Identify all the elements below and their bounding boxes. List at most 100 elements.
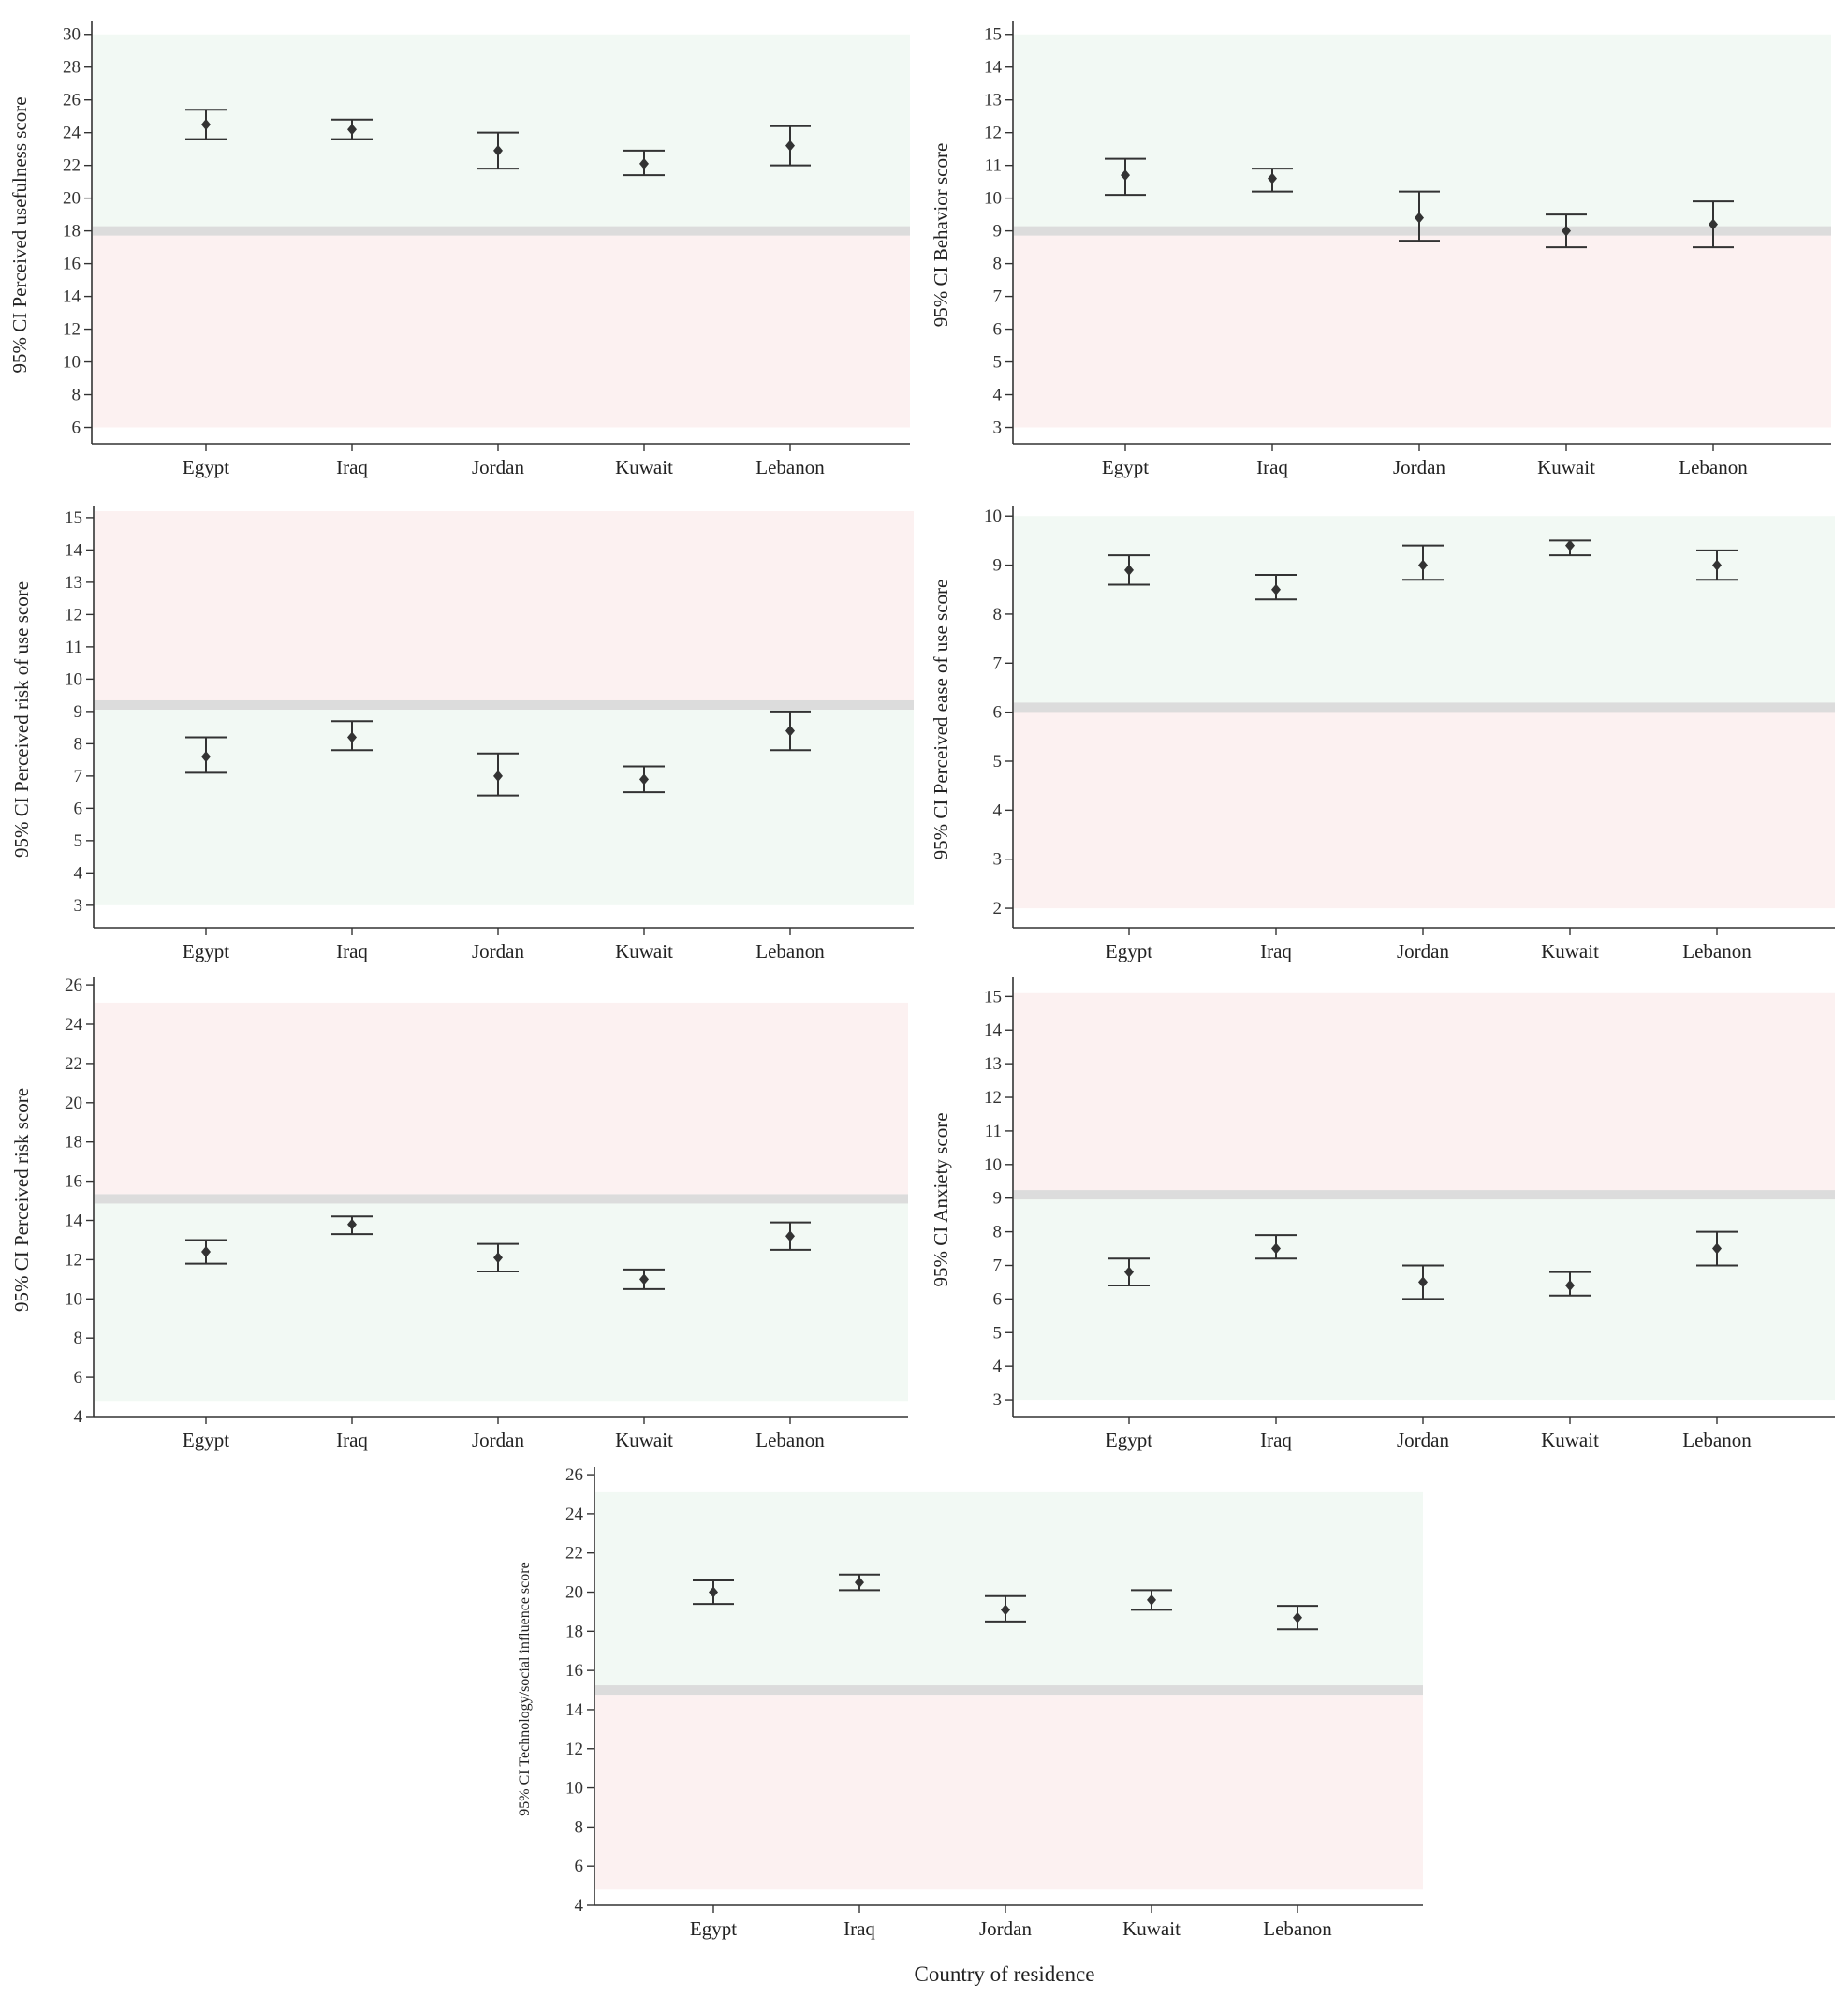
x-tick-label: Lebanon — [1682, 1429, 1752, 1451]
threshold-band — [1014, 226, 1831, 236]
threshold-band — [95, 699, 914, 710]
y-tick-label: 10 — [984, 1155, 1002, 1175]
mean-marker-kuwait — [639, 157, 649, 169]
y-tick-label: 26 — [565, 1465, 583, 1485]
y-tick-label: 22 — [65, 1054, 82, 1074]
y-tick-label: 4 — [74, 1407, 83, 1427]
y-axis-title: 95% CI Perceived ease of use score — [930, 580, 952, 860]
threshold-band — [1014, 1190, 1835, 1200]
mean-marker-jordan — [1418, 1276, 1428, 1288]
mean-marker-kuwait — [1565, 1280, 1575, 1292]
y-tick-label: 20 — [65, 1094, 82, 1113]
mean-marker-jordan — [1001, 1604, 1010, 1616]
mean-marker-egypt — [201, 751, 211, 763]
x-tick-label: Iraq — [1260, 1429, 1292, 1451]
y-tick-label: 6 — [74, 1368, 83, 1388]
x-tick-label: Lebanon — [1679, 456, 1748, 478]
y-tick-label: 14 — [65, 540, 83, 560]
mean-marker-kuwait — [639, 1273, 649, 1285]
y-tick-label: 5 — [74, 831, 83, 851]
x-tick-label: Kuwait — [615, 940, 673, 962]
chart-panel-6: 3 4 5 6 7 8 9 10 11 12 13 14 15 95% CI Anxiety score E… — [930, 977, 1835, 1451]
y-tick-label: 22 — [63, 156, 81, 176]
y-tick-label: 12 — [65, 1250, 82, 1270]
chart-panel-4: 2 3 4 5 6 7 8 9 10 95% CI Perceived ease of use s… — [930, 506, 1835, 962]
y-tick-label: 10 — [984, 507, 1002, 526]
y-tick-label: 12 — [984, 1088, 1002, 1108]
mean-marker-kuwait — [1147, 1594, 1156, 1606]
chart-panel-3: 3 4 5 6 7 8 9 10 11 12 13 14 15 95% CI Perceived risk… — [10, 506, 914, 962]
mean-marker-iraq — [1268, 172, 1277, 184]
y-tick-label: 8 — [993, 1223, 1003, 1242]
y-tick-label: 6 — [575, 1857, 584, 1876]
x-tick-label: Lebanon — [755, 1429, 825, 1451]
x-tick-label: Egypt — [183, 456, 229, 478]
x-tick-label: Egypt — [1106, 940, 1152, 962]
y-tick-label: 14 — [984, 1021, 1003, 1040]
x-tick-label: Kuwait — [615, 1429, 673, 1451]
y-tick-label: 4 — [993, 801, 1003, 820]
mean-marker-kuwait — [639, 773, 649, 786]
y-tick-label: 6 — [72, 419, 81, 438]
y-tick-label: 28 — [63, 58, 81, 78]
y-tick-label: 26 — [65, 976, 82, 995]
mean-marker-egypt — [201, 1246, 211, 1258]
zone-upper — [1014, 34, 1831, 231]
x-tick-label: Jordan — [1397, 1429, 1449, 1451]
y-axis-title: 95% CI Behavior score — [930, 143, 952, 328]
x-tick-label: Lebanon — [1263, 1917, 1332, 1940]
y-tick-label: 9 — [993, 556, 1003, 576]
x-tick-label: Iraq — [1256, 456, 1288, 478]
x-tick-label: Jordan — [472, 1429, 524, 1451]
y-tick-label: 16 — [63, 255, 81, 274]
y-tick-label: 22 — [565, 1544, 583, 1564]
y-axis-title: 95% CI Perceived risk of use score — [10, 581, 33, 858]
mean-marker-egypt — [201, 118, 211, 130]
mean-marker-lebanon — [785, 140, 795, 152]
y-tick-label: 14 — [65, 1211, 83, 1230]
threshold-band — [93, 226, 910, 236]
y-tick-label: 16 — [565, 1661, 583, 1681]
x-tick-label: Jordan — [472, 940, 524, 962]
x-tick-label: Kuwait — [1541, 1429, 1599, 1451]
mean-marker-iraq — [1271, 1242, 1281, 1255]
y-tick-label: 14 — [565, 1700, 584, 1720]
zone-upper — [1014, 516, 1835, 708]
mean-marker-jordan — [493, 770, 503, 782]
mean-marker-egypt — [1121, 169, 1130, 182]
y-tick-label: 7 — [993, 1256, 1003, 1275]
y-axis-title: 95% CI Technology/social influence score — [517, 1562, 533, 1815]
chart-panel-7: 4 6 8 10 12 14 16 18 20 22 24 26 95% CI Technology/s… — [517, 1465, 1423, 1940]
zone-lower — [95, 704, 914, 905]
y-tick-label: 14 — [984, 58, 1003, 78]
y-tick-label: 4 — [993, 1357, 1003, 1376]
x-tick-label: Iraq — [336, 456, 368, 478]
chart-panel-1: 6 8 10 12 14 16 18 20 22 24 26 28 30 95% CI Perceived… — [8, 21, 910, 478]
y-tick-label: 6 — [993, 320, 1003, 340]
y-tick-label: 10 — [63, 353, 81, 373]
mean-marker-lebanon — [785, 725, 795, 737]
mean-marker-lebanon — [785, 1230, 795, 1242]
y-tick-label: 18 — [65, 1133, 82, 1153]
mean-marker-iraq — [347, 731, 357, 743]
threshold-band — [1014, 702, 1835, 713]
y-tick-label: 16 — [65, 1172, 82, 1192]
zone-upper — [95, 1002, 908, 1199]
threshold-band — [595, 1685, 1423, 1696]
y-tick-label: 11 — [66, 638, 82, 657]
x-tick-label: Jordan — [1393, 456, 1445, 478]
chart-panel-2: 3 4 5 6 7 8 9 10 11 12 13 14 15 95% CI Behavior score… — [930, 21, 1831, 478]
y-tick-label: 6 — [74, 799, 83, 818]
y-tick-label: 24 — [65, 1015, 83, 1035]
chart-panel-5: 4 6 8 10 12 14 16 18 20 22 24 26 95% CI Perceived ri… — [10, 976, 908, 1451]
y-tick-label: 10 — [984, 189, 1002, 209]
y-tick-label: 10 — [65, 1289, 82, 1309]
y-tick-label: 9 — [993, 1189, 1003, 1209]
y-tick-label: 5 — [993, 1323, 1003, 1343]
y-tick-label: 3 — [993, 419, 1003, 438]
zone-upper — [1014, 992, 1835, 1196]
x-tick-label: Iraq — [843, 1917, 875, 1940]
y-tick-label: 4 — [575, 1896, 584, 1916]
mean-marker-jordan — [1415, 212, 1424, 224]
